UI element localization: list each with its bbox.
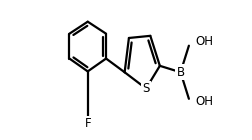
Text: B: B (176, 66, 185, 79)
Text: S: S (142, 82, 150, 95)
Text: OH: OH (196, 35, 213, 48)
Text: F: F (84, 117, 91, 130)
Text: OH: OH (196, 95, 213, 108)
